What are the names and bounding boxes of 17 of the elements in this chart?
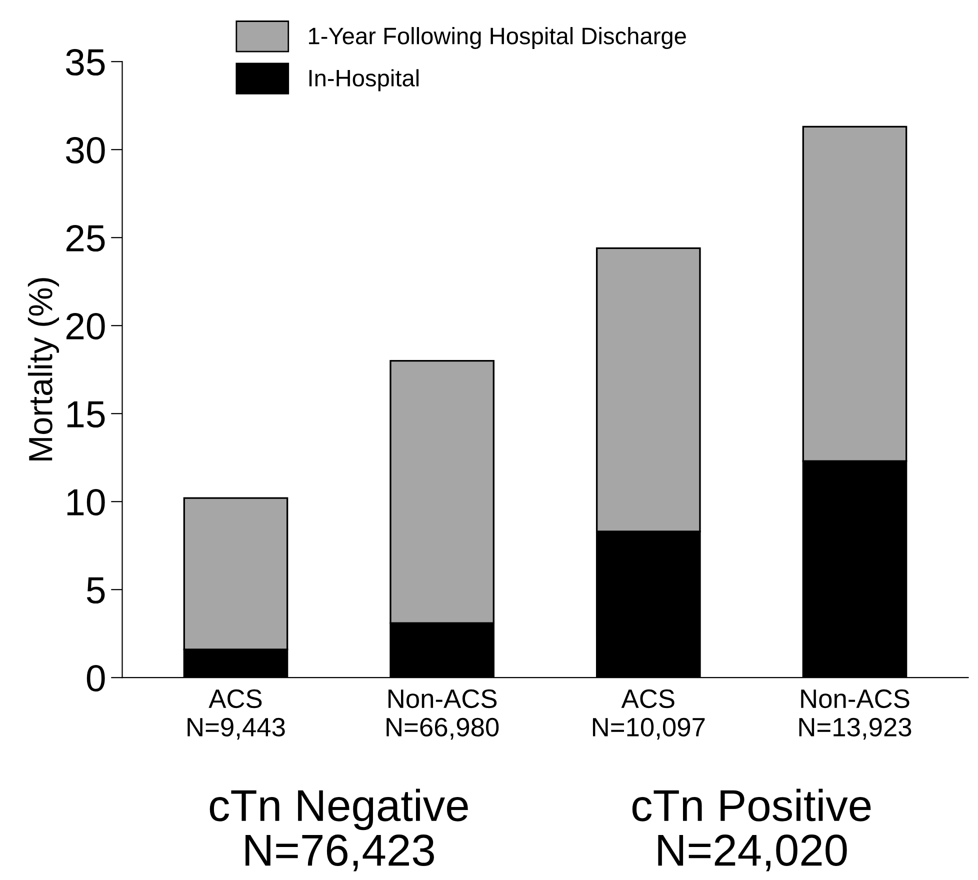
y-tick-label: 5: [86, 577, 105, 604]
text: cTn Positive N=24,020: [632, 788, 871, 872]
y-axis-title: Mortality (%): [28, 278, 60, 460]
x-tick-label: ACS N=9,443: [188, 689, 285, 740]
x-tick-label: Non-ACS N=13,923: [799, 689, 912, 740]
text: cTn Negative N=76,423: [210, 788, 468, 872]
y-tick-label: 35: [66, 49, 105, 76]
y-tick-label: 25: [66, 225, 105, 252]
y-tick-label: 15: [67, 401, 105, 428]
legend-label: In-Hospital: [309, 69, 419, 92]
legend-label: 1-Year Following Hospital Discharge: [309, 27, 686, 50]
y-tick-label: 0: [86, 665, 105, 692]
y-tick-label: 20: [66, 313, 105, 340]
y-tick-label: 10: [67, 489, 105, 516]
y-tick-label: 30: [66, 137, 105, 164]
x-tick-label: ACS N=10,097: [592, 689, 705, 740]
x-tick-label: Non-ACS N=66,980: [386, 689, 499, 740]
